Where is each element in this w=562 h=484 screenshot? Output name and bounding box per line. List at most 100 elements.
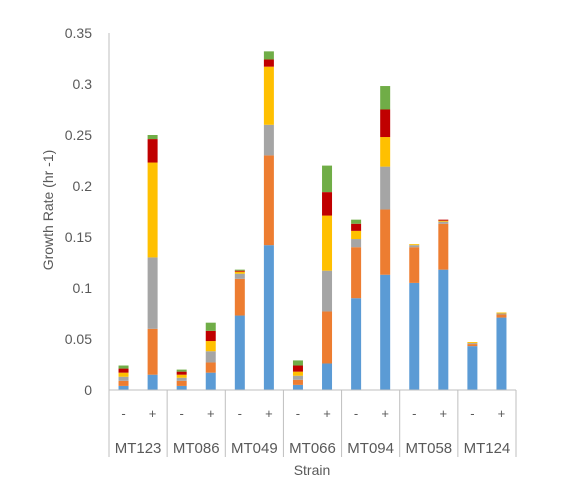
bar-segment (351, 223, 362, 231)
bar-segment (467, 346, 478, 390)
bar-segment (351, 219, 362, 224)
bar-segment (234, 271, 245, 274)
bar-segment (176, 385, 187, 390)
bar-segment (292, 360, 303, 366)
y-axis-title: Growth Rate (hr -1) (40, 150, 56, 271)
bar-segment (205, 372, 216, 390)
bar-segment (409, 245, 420, 248)
bar-segment (176, 374, 187, 378)
x-axis-title: Strain (294, 462, 331, 478)
bar-segment (234, 315, 245, 390)
bar-segment (409, 244, 420, 246)
bar-segment (263, 66, 274, 125)
bar-segment (322, 192, 333, 216)
bar-segment (496, 314, 507, 318)
bar-segment (322, 311, 333, 364)
y-tick-label: 0.1 (73, 280, 93, 296)
bar-segment (380, 109, 391, 138)
category-sign-label: + (498, 406, 506, 421)
bar-segment (176, 377, 187, 381)
strain-label: MT094 (347, 440, 394, 457)
bar-segment (263, 51, 274, 60)
bar-segment (380, 274, 391, 390)
bar-segment (322, 215, 333, 271)
category-sign-label: + (149, 406, 157, 421)
bar-segment (438, 220, 449, 222)
bar-segment (147, 374, 158, 390)
bar-segment (351, 230, 362, 240)
y-tick-label: 0.25 (65, 127, 92, 143)
strain-label: MT123 (115, 440, 162, 457)
bar-segment (118, 380, 129, 386)
bar-segment (263, 59, 274, 67)
bar-segment (176, 369, 187, 372)
category-sign-label: - (412, 406, 416, 421)
bar-segment (292, 365, 303, 372)
bar-segment (496, 313, 507, 315)
bar-segment (467, 344, 478, 347)
y-tick-label: 0.05 (65, 331, 92, 347)
strain-label: MT058 (405, 440, 452, 457)
bar-segment (118, 365, 129, 369)
bar-segment (147, 257, 158, 329)
bar-segment (147, 162, 158, 258)
y-tick-label: 0.2 (73, 178, 93, 194)
bar-segment (351, 247, 362, 299)
category-sign-label: + (207, 406, 215, 421)
bar-segment (147, 135, 158, 140)
category-sign-label: + (440, 406, 448, 421)
bar-segment (234, 278, 245, 316)
bar-segment (322, 270, 333, 312)
bar-segment (292, 379, 303, 385)
bar-segment (292, 384, 303, 390)
bar-segment (147, 328, 158, 375)
bar-segment (380, 137, 391, 167)
bar-segment (380, 209, 391, 275)
bar-segment (438, 219, 449, 221)
bar-segment (438, 223, 449, 270)
category-sign-label: - (354, 406, 358, 421)
bar-segment (205, 362, 216, 373)
bar-segment (205, 330, 216, 342)
y-tick-label: 0.3 (73, 76, 93, 92)
category-sign-label: - (470, 406, 474, 421)
bar-segment (496, 312, 507, 314)
bar-segment (322, 165, 333, 193)
category-sign-label: + (265, 406, 273, 421)
bar-segment (205, 341, 216, 352)
bar-segment (205, 351, 216, 363)
category-sign-label: + (381, 406, 389, 421)
bar-segment (292, 375, 303, 380)
category-sign-label: - (238, 406, 242, 421)
y-tick-label: 0.15 (65, 229, 92, 245)
strain-label: MT049 (231, 440, 278, 457)
bar-segment (118, 385, 129, 390)
bar-segment (351, 298, 362, 390)
strain-label: MT124 (464, 440, 511, 457)
bar-segment (409, 247, 420, 283)
bar-segment (292, 371, 303, 376)
bar-segment (118, 372, 129, 377)
bar-segment (234, 269, 245, 271)
y-tick-label: 0 (84, 382, 92, 398)
bar-segment (322, 363, 333, 390)
category-sign-label: - (121, 406, 125, 421)
bar-segment (467, 343, 478, 345)
bar-segment (118, 368, 129, 373)
bar-segment (438, 269, 449, 390)
bars (118, 51, 507, 390)
bar-segment (176, 380, 187, 386)
bar-segment (351, 239, 362, 248)
bar-segment (438, 221, 449, 224)
bar-segment (496, 317, 507, 390)
y-tick-label: 0.35 (65, 25, 92, 41)
y-axis: 0 0.05 0.1 0.15 0.2 0.25 0.3 0.35 (65, 25, 110, 398)
bar-segment (409, 282, 420, 390)
x-axis: - + MT123 - + MT086 - + MT049 - + MT066 - + MT094 - + MT0… (108, 389, 517, 457)
strain-label: MT086 (173, 440, 220, 457)
bar-segment (263, 155, 274, 246)
bar-segment (380, 166, 391, 210)
bar-segment (118, 376, 129, 381)
bar-segment (147, 139, 158, 163)
